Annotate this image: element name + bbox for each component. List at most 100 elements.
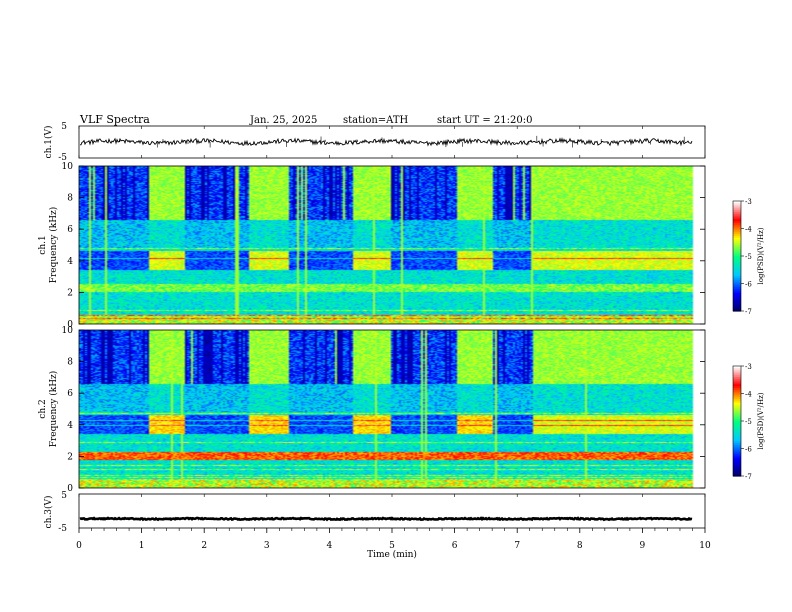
colorbar-segment <box>733 290 741 294</box>
colorbar-segment <box>733 391 741 395</box>
y-tick-label: 2 <box>67 452 73 462</box>
x-tick-label: 3 <box>264 541 270 551</box>
colorbar-segment <box>733 206 741 209</box>
colorbar-segment <box>733 446 741 450</box>
colorbar-segment <box>733 232 741 235</box>
colorbar-segment <box>733 292 741 296</box>
colorbar-segment <box>733 410 741 413</box>
colorbar-segment <box>733 402 741 406</box>
colorbar-segment <box>733 256 741 259</box>
ch1-ytick-bottom: -5 <box>58 153 67 163</box>
colorbar-segment <box>733 219 741 222</box>
colorbar-segment <box>733 377 741 380</box>
colorbar-segment <box>733 301 741 305</box>
x-tick-label: 2 <box>201 541 207 551</box>
colorbar-segment <box>733 441 741 444</box>
ch3-ytick-top: 5 <box>61 491 67 501</box>
y-tick-label: 4 <box>67 421 73 431</box>
colorbar-segment <box>733 424 741 428</box>
colorbar-segment <box>733 468 741 472</box>
y-tick-label: 10 <box>62 326 74 336</box>
ch3-waveform-frame <box>78 493 706 529</box>
colorbar-tick-label: -6 <box>745 446 752 454</box>
y-tick-label: 4 <box>67 257 73 267</box>
colorbar-tick-label: -5 <box>745 253 752 261</box>
y-tick-label: 8 <box>67 358 73 368</box>
colorbar-segment <box>733 235 741 239</box>
colorbar-tick-label: -7 <box>745 308 752 316</box>
colorbar-segment <box>733 281 741 285</box>
colorbar-segment <box>733 228 741 231</box>
colorbar-segment <box>733 371 741 374</box>
colorbar-segment <box>733 267 741 270</box>
colorbar-segment <box>733 386 741 389</box>
colorbar-segment <box>733 307 741 310</box>
colorbar-segment <box>733 437 741 440</box>
colorbar-segment <box>733 202 741 206</box>
colorbar-segment <box>733 455 741 459</box>
colorbar-segment <box>733 433 741 437</box>
colorbar-segment <box>733 459 741 462</box>
colorbar-segment <box>733 443 741 446</box>
ch1-spectrogram-image <box>79 166 705 324</box>
ch1-frequency-ylabel: Frequency (kHz) <box>48 207 59 284</box>
colorbar-segment <box>733 367 741 371</box>
x-tick-label: 1 <box>139 541 145 551</box>
x-tick-label: 5 <box>389 541 395 551</box>
ch1-spectrogram-frame <box>78 165 706 325</box>
x-tick-label: 7 <box>514 541 520 551</box>
colorbar-segment <box>733 430 741 433</box>
ch1-waveform-ylabel: ch.1(V) <box>43 126 54 159</box>
colorbar-segment <box>733 257 741 261</box>
x-tick-label: 6 <box>452 541 458 551</box>
colorbar-segment <box>733 259 741 263</box>
colorbar-segment <box>733 439 741 442</box>
y-tick-label: 10 <box>62 162 74 172</box>
colorbar-segment <box>733 369 741 373</box>
colorbar-segment <box>733 234 741 237</box>
colorbar-segment <box>733 426 741 429</box>
colorbar-segment <box>733 243 741 246</box>
colorbar-segment <box>733 399 741 402</box>
x-tick-label: 8 <box>577 541 583 551</box>
ch1-trace-g-path <box>79 137 693 147</box>
colorbar-segment <box>733 303 741 307</box>
colorbar-segment <box>733 408 741 411</box>
colorbar-tick-label: -3 <box>745 198 752 206</box>
colorbar-segment <box>733 230 741 233</box>
colorbar-tick-label: -5 <box>745 418 752 426</box>
colorbar-segment <box>733 287 741 290</box>
colorbar-segment <box>733 395 741 398</box>
colorbar-segment <box>733 223 741 226</box>
colorbar-segment <box>733 309 741 312</box>
x-tick-label: 0 <box>76 541 82 551</box>
colorbar-segment <box>733 221 741 224</box>
colorbar-segment <box>733 404 741 407</box>
colorbar-segment <box>733 215 741 219</box>
colorbar-segment <box>733 373 741 376</box>
chart-title: VLF Spectra <box>79 113 150 126</box>
ch2-spectrogram-yaxis: 0 2 4 6 8 10 <box>62 326 705 494</box>
y-tick-label: 6 <box>67 389 73 399</box>
ch2-colorbar: -3 -4 -5 -6 -7 log(PSD)(V²/Hz) <box>732 363 765 481</box>
colorbar-segment <box>733 263 741 266</box>
colorbar-segment <box>733 454 741 457</box>
colorbar-segment <box>733 472 741 475</box>
colorbar-segment <box>733 393 741 396</box>
colorbar-segment <box>733 283 741 286</box>
colorbar-segment <box>733 272 741 275</box>
colorbar-segment <box>733 239 741 242</box>
colorbar-segment <box>733 250 741 253</box>
y-tick-label: 8 <box>67 194 73 204</box>
colorbar-segment <box>733 413 741 417</box>
colorbar-label: log(PSD)(V²/Hz) <box>757 227 765 284</box>
colorbar-segment <box>733 388 741 391</box>
colorbar-segment <box>733 375 741 378</box>
colorbar-segment <box>733 444 741 448</box>
ch3-trace-g-path <box>79 516 693 522</box>
colorbar-segment <box>733 470 741 473</box>
colorbar-segment <box>733 422 741 426</box>
colorbar-segment <box>733 378 741 382</box>
colorbar-segment <box>733 466 741 470</box>
